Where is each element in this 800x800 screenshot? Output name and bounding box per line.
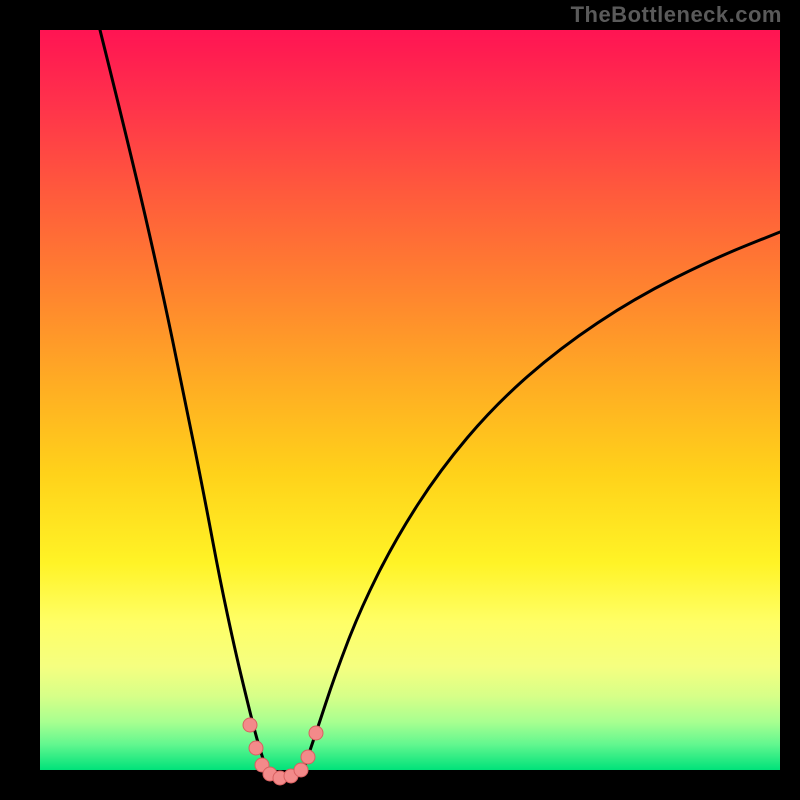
bottom-marker (309, 726, 323, 740)
bottom-marker-group (243, 718, 323, 785)
bottleneck-curve-right (305, 232, 780, 765)
plot-area (40, 30, 780, 770)
bottom-marker (249, 741, 263, 755)
bottleneck-curve-left (100, 30, 265, 765)
bottom-marker (301, 750, 315, 764)
chart-container: TheBottleneck.com (0, 0, 800, 800)
watermark-text: TheBottleneck.com (571, 2, 782, 28)
bottom-marker (294, 763, 308, 777)
bottom-marker (243, 718, 257, 732)
curve-layer (40, 30, 780, 770)
